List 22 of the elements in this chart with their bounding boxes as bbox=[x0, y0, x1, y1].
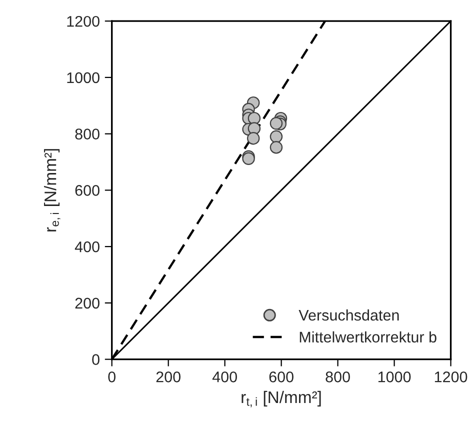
point bbox=[246, 132, 260, 145]
x-tick-label: 1200 bbox=[434, 372, 468, 382]
x-axis-title: r$_{t,i}$ [N/mm²] bbox=[242, 390, 321, 408]
y-tick-label: 800 bbox=[75, 128, 100, 140]
y-tick-label: 200 bbox=[75, 298, 100, 309]
legend-label: Mittelwertkorrektur b bbox=[300, 331, 436, 343]
x-tick-label: 200 bbox=[156, 372, 180, 382]
x-tick-label: 0 bbox=[108, 372, 116, 382]
y-tick-label: 1200 bbox=[67, 16, 100, 27]
legend-label: Versuchsdaten bbox=[298, 309, 399, 321]
point bbox=[270, 140, 283, 154]
y-tick-label: 1000 bbox=[67, 72, 100, 84]
x-tick-label: 400 bbox=[212, 372, 237, 382]
x-tick-label: 600 bbox=[269, 372, 294, 382]
x-tick-label: 1000 bbox=[378, 372, 411, 382]
y-tick-label: 600 bbox=[75, 185, 100, 196]
y-tick-label: 400 bbox=[74, 241, 100, 252]
point bbox=[270, 117, 283, 130]
y-axis-title: r$_{e,i}$ [N/mm²] bbox=[44, 149, 60, 232]
y-tick-label: 0 bbox=[92, 354, 100, 365]
point bbox=[270, 130, 283, 143]
x-tick-label: 800 bbox=[326, 372, 350, 382]
